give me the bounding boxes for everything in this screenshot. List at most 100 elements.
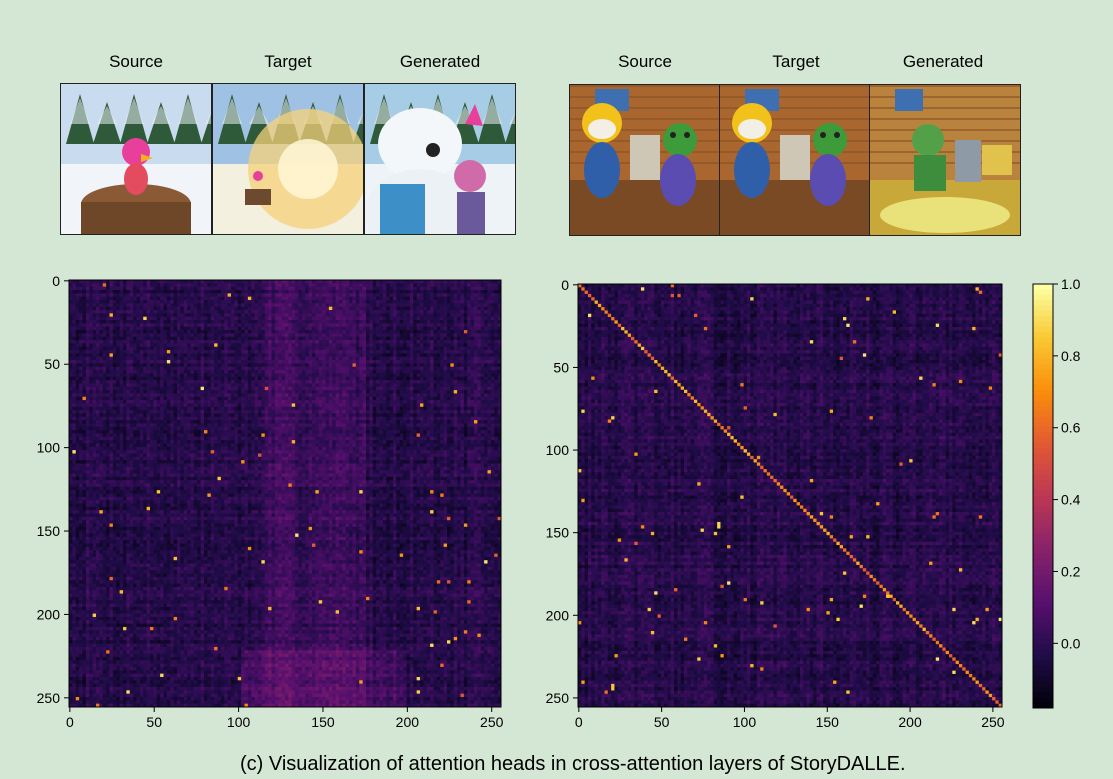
heatmap-cell <box>214 340 218 344</box>
heatmap-cell <box>237 286 242 291</box>
heatmap-cell <box>231 400 235 404</box>
heatmap-cell <box>224 326 229 331</box>
heatmap-cell <box>460 366 465 371</box>
heatmap-cell <box>75 296 80 301</box>
heatmap-cell <box>409 373 414 378</box>
heatmap-cell <box>82 396 87 401</box>
heatmap-cell <box>477 343 482 348</box>
heatmap-cell <box>177 306 181 311</box>
heatmap-cell <box>480 323 485 328</box>
heatmap-cell <box>440 343 445 348</box>
heatmap-cell <box>490 393 495 398</box>
heatmap-cell <box>153 383 158 388</box>
heatmap-cell <box>258 390 262 394</box>
heatmap-cell <box>470 296 475 301</box>
heatmap-cell <box>234 316 239 321</box>
heatmap-cell <box>335 393 340 398</box>
example2-title-generated: Generated <box>867 52 1019 72</box>
heatmap-cell <box>274 396 279 401</box>
heatmap-cell <box>301 400 306 404</box>
heatmap-cell <box>200 280 205 284</box>
heatmap-cell <box>177 390 181 394</box>
heatmap-cell <box>234 333 239 338</box>
heatmap-cell <box>301 283 306 288</box>
heatmap-cell <box>308 336 313 341</box>
heatmap-cell <box>163 356 168 361</box>
heatmap-cell <box>490 306 495 311</box>
heatmap-cell <box>359 286 364 291</box>
heatmap-cell <box>490 400 495 404</box>
heatmap-cell <box>389 340 394 344</box>
heatmap-cell <box>406 290 411 294</box>
heatmap-cell <box>129 360 134 364</box>
heatmap-cell <box>69 330 73 334</box>
heatmap-cell <box>163 380 168 384</box>
heatmap-cell <box>170 340 175 344</box>
heatmap-cell <box>156 320 161 324</box>
heatmap-cell <box>133 360 137 364</box>
heatmap-cell <box>342 330 347 334</box>
heatmap-cell <box>386 403 391 408</box>
heatmap-cell <box>173 316 178 321</box>
heatmap-cell <box>251 336 256 341</box>
heatmap-cell <box>433 400 438 404</box>
heatmap-cell <box>112 290 117 294</box>
heatmap-cell <box>274 376 279 381</box>
heatmap-cell <box>369 363 374 368</box>
heatmap-cell <box>332 390 337 394</box>
heatmap-cell <box>386 293 391 298</box>
heatmap-cell <box>308 350 313 354</box>
heatmap-cell <box>133 363 137 368</box>
heatmap-cell <box>413 293 418 298</box>
heatmap-cell <box>241 350 245 354</box>
heatmap-cell <box>217 366 222 371</box>
heatmap-cell <box>133 320 137 324</box>
heatmap-cell <box>271 400 276 404</box>
heatmap-cell <box>173 400 178 404</box>
heatmap-cell <box>258 333 262 338</box>
heatmap-cell <box>352 350 357 354</box>
heatmap-cell <box>261 393 266 398</box>
heatmap-cell <box>177 333 181 338</box>
heatmap-cell <box>231 340 235 344</box>
heatmap-cell <box>409 383 414 388</box>
heatmap-cell <box>349 330 353 334</box>
heatmap-cell <box>457 290 461 294</box>
heatmap-cell <box>261 380 266 384</box>
heatmap-cell <box>382 336 387 341</box>
heatmap-cell <box>116 383 121 388</box>
heatmap-cell <box>399 380 404 384</box>
heatmap-cell <box>220 370 225 374</box>
heatmap-cell <box>89 393 94 398</box>
heatmap-cell <box>183 326 188 331</box>
heatmap-cell <box>251 290 256 294</box>
heatmap-cell <box>139 373 144 378</box>
heatmap-cell <box>325 336 330 341</box>
heatmap-cell <box>420 326 424 331</box>
heatmap-cell <box>325 316 330 321</box>
heatmap-cell <box>447 403 451 408</box>
heatmap-cell <box>349 340 353 344</box>
heatmap-cell <box>143 360 148 364</box>
heatmap-cell <box>193 376 198 381</box>
heatmap-cell <box>204 386 208 391</box>
heatmap-cell <box>204 293 208 298</box>
heatmap-cell <box>487 390 492 394</box>
heatmap-cell <box>82 283 87 288</box>
heatmap-cell <box>477 346 482 351</box>
heatmap-cell <box>393 340 397 344</box>
heatmap-cell <box>440 376 445 381</box>
heatmap-cell <box>261 366 266 371</box>
heatmap-cell <box>453 350 458 354</box>
heatmap-cell <box>291 386 296 391</box>
heatmap-cell <box>136 360 141 364</box>
heatmap-cell <box>139 340 144 344</box>
heatmap-cell <box>386 380 391 384</box>
heatmap-cell <box>308 360 313 364</box>
heatmap-cell <box>426 396 431 401</box>
heatmap-cell <box>112 396 117 401</box>
heatmap-cell <box>126 286 131 291</box>
heatmap-cell <box>180 406 185 411</box>
heatmap-cell <box>183 283 188 288</box>
heatmap-cell <box>204 326 208 331</box>
